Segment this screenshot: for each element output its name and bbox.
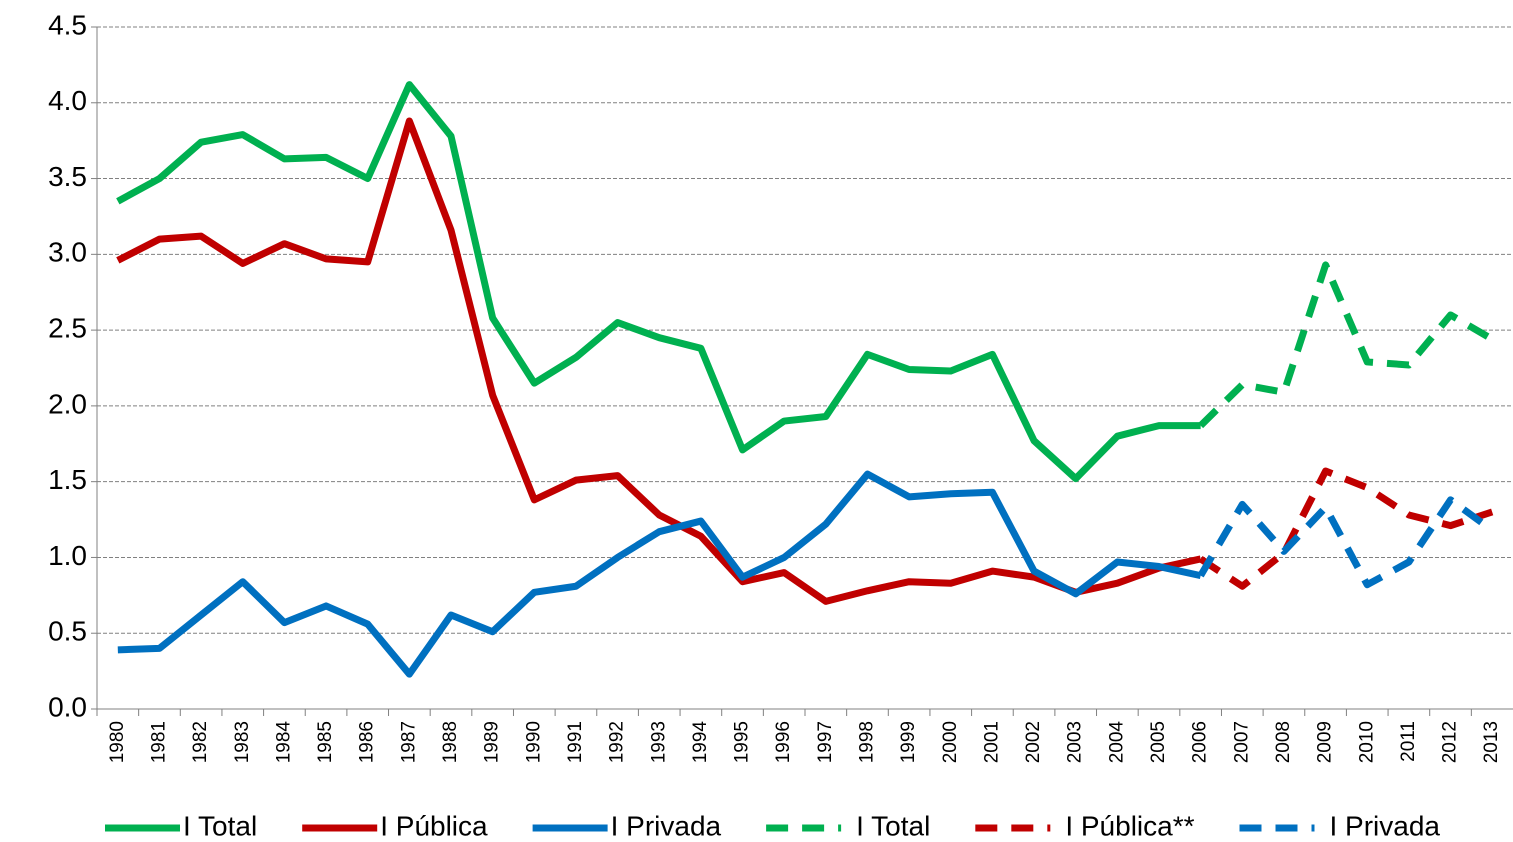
x-tick-label: 2011 [1398,721,1419,762]
legend-label: I Privada [611,810,722,841]
x-tick-label: 1986 [357,721,378,763]
legend-label: I Pública [380,810,488,841]
x-tick-label: 1981 [148,721,169,763]
x-tick-label: 1988 [440,721,461,763]
y-tick-label: 1.0 [48,540,87,571]
series-line [117,470,1202,678]
x-tick-label: 2007 [1231,721,1252,763]
y-tick-label: 3.5 [48,161,87,192]
x-tick-label: 2008 [1273,721,1294,763]
x-tick-label: 1991 [565,721,586,763]
x-tick-label: 1997 [815,721,836,763]
series-line [116,117,1202,605]
x-tick-label: 1992 [607,721,628,763]
y-tick-label: 4.5 [48,9,87,40]
y-tick-label: 2.5 [48,313,87,344]
x-tick-label: 1984 [273,721,294,764]
x-tick-label: 1990 [523,721,544,763]
series-line [1198,467,1494,590]
x-tick-label: 2004 [1106,721,1127,764]
x-tick-label: 1998 [856,721,877,763]
x-tick-label: 2003 [1065,721,1086,763]
series-line [116,81,1201,483]
y-tick-label: 4.0 [48,85,87,116]
legend-label: I Total [183,810,257,841]
x-tick-label: 1993 [648,721,669,763]
x-tick-label: 1989 [482,721,503,763]
x-tick-label: 1985 [315,721,336,763]
x-tick-label: 2006 [1190,721,1211,763]
x-tick-label: 2012 [1440,721,1461,763]
series-line [1198,261,1494,429]
x-tick-label: 1987 [398,721,419,763]
y-tick-label: 3.0 [48,237,87,268]
y-tick-label: 0.0 [48,691,87,722]
x-tick-label: 1994 [690,721,711,764]
x-tick-label: 1983 [232,721,253,763]
x-tick-label: 2009 [1315,721,1336,763]
x-tick-label: 1996 [773,721,794,763]
x-tick-label: 1980 [107,721,128,763]
legend-label: I Pública** [1065,810,1194,841]
legend-label: I Total [856,810,930,841]
x-tick-label: 2000 [940,721,961,763]
x-tick-label: 2002 [1023,721,1044,763]
x-tick-label: 2010 [1356,721,1377,763]
y-tick-label: 1.5 [48,464,87,495]
x-tick-label: 1999 [898,721,919,763]
series-line [1197,496,1495,589]
x-tick-label: 1995 [732,721,753,763]
y-tick-label: 2.0 [48,388,87,419]
legend-label: I Privada [1330,810,1441,841]
x-tick-label: 2013 [1481,721,1502,763]
y-tick-label: 0.5 [48,616,87,647]
x-tick-label: 1982 [190,721,211,763]
x-tick-label: 2005 [1148,721,1169,763]
x-tick-label: 2001 [981,721,1002,763]
